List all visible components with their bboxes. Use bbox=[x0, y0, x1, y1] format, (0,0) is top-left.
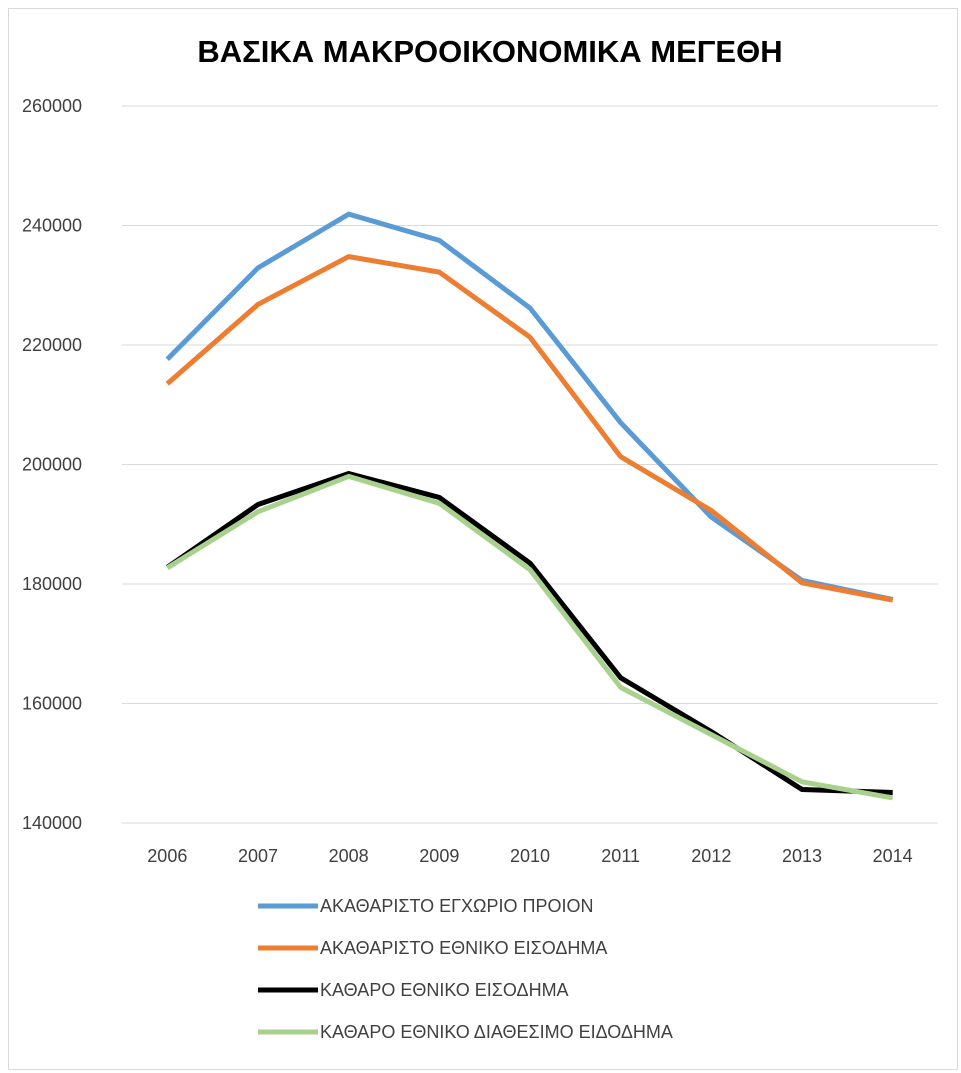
x-tick-label: 2013 bbox=[782, 846, 822, 866]
legend: ΑΚΑΘΑΡΙΣΤΟ ΕΓΧΩΡΙΟ ΠΡΟΙΟΝ ΑΚΑΘΑΡΙΣΤΟ ΕΘΝΙ… bbox=[258, 896, 673, 1042]
x-axis-tick-labels: 2006 2007 2008 2009 2010 2011 2012 2013 2014 bbox=[147, 846, 912, 866]
y-tick-label: 200000 bbox=[22, 455, 82, 475]
y-axis-tick-labels: 260000 240000 220000 200000 180000 160000 1400… bbox=[22, 96, 82, 833]
series-group bbox=[165, 471, 893, 795]
legend-item: ΑΚΑΘΑΡΙΣΤΟ ΕΓΧΩΡΙΟ ΠΡΟΙΟΝ bbox=[258, 896, 594, 916]
series-group bbox=[165, 211, 894, 602]
y-tick-label: 260000 bbox=[22, 96, 82, 116]
series-line bbox=[165, 211, 894, 602]
x-tick-label: 2007 bbox=[238, 846, 278, 866]
legend-item: ΚΑΘΑΡΟ ΕΘΝΙΚΟ ΔΙΑΘΕΣΙΜΟ ΕΙΔΟΔΗΜΑ bbox=[258, 1022, 673, 1042]
series-group bbox=[165, 254, 894, 603]
y-tick-label: 160000 bbox=[22, 694, 82, 714]
x-tick-label: 2009 bbox=[419, 846, 459, 866]
legend-item: ΚΑΘΑΡΟ ΕΘΝΙΚΟ ΕΙΣΟΔΗΜΑ bbox=[258, 980, 569, 1000]
gridlines bbox=[122, 105, 938, 824]
y-tick-label: 180000 bbox=[22, 574, 82, 594]
x-tick-label: 2006 bbox=[147, 846, 187, 866]
legend-label: ΑΚΑΘΑΡΙΣΤΟ ΕΘΝΙΚΟ ΕΙΣΟΔΗΜΑ bbox=[320, 938, 607, 958]
series-line bbox=[165, 473, 894, 801]
legend-label: ΚΑΘΑΡΟ ΕΘΝΙΚΟ ΔΙΑΘΕΣΙΜΟ ΕΙΔΟΔΗΜΑ bbox=[320, 1022, 673, 1042]
x-tick-label: 2008 bbox=[329, 846, 369, 866]
series-line bbox=[165, 471, 893, 795]
chart-title: ΒΑΣΙΚΑ ΜΑΚΡΟΟΙΚΟΝΟΜΙΚΑ ΜΕΓΕΘΗ bbox=[197, 34, 782, 69]
legend-label: ΑΚΑΘΑΡΙΣΤΟ ΕΓΧΩΡΙΟ ΠΡΟΙΟΝ bbox=[320, 896, 594, 916]
chart-frame bbox=[8, 8, 958, 1070]
series-group bbox=[165, 473, 894, 801]
x-tick-label: 2011 bbox=[601, 846, 640, 866]
x-tick-label: 2010 bbox=[510, 846, 550, 866]
y-tick-label: 140000 bbox=[22, 813, 82, 833]
y-tick-label: 220000 bbox=[22, 335, 82, 355]
series-lines bbox=[165, 211, 894, 801]
legend-label: ΚΑΘΑΡΟ ΕΘΝΙΚΟ ΕΙΣΟΔΗΜΑ bbox=[320, 980, 569, 1000]
y-tick-label: 240000 bbox=[22, 216, 82, 236]
x-tick-label: 2012 bbox=[691, 846, 731, 866]
x-tick-label: 2014 bbox=[873, 846, 913, 866]
legend-item: ΑΚΑΘΑΡΙΣΤΟ ΕΘΝΙΚΟ ΕΙΣΟΔΗΜΑ bbox=[258, 938, 607, 958]
